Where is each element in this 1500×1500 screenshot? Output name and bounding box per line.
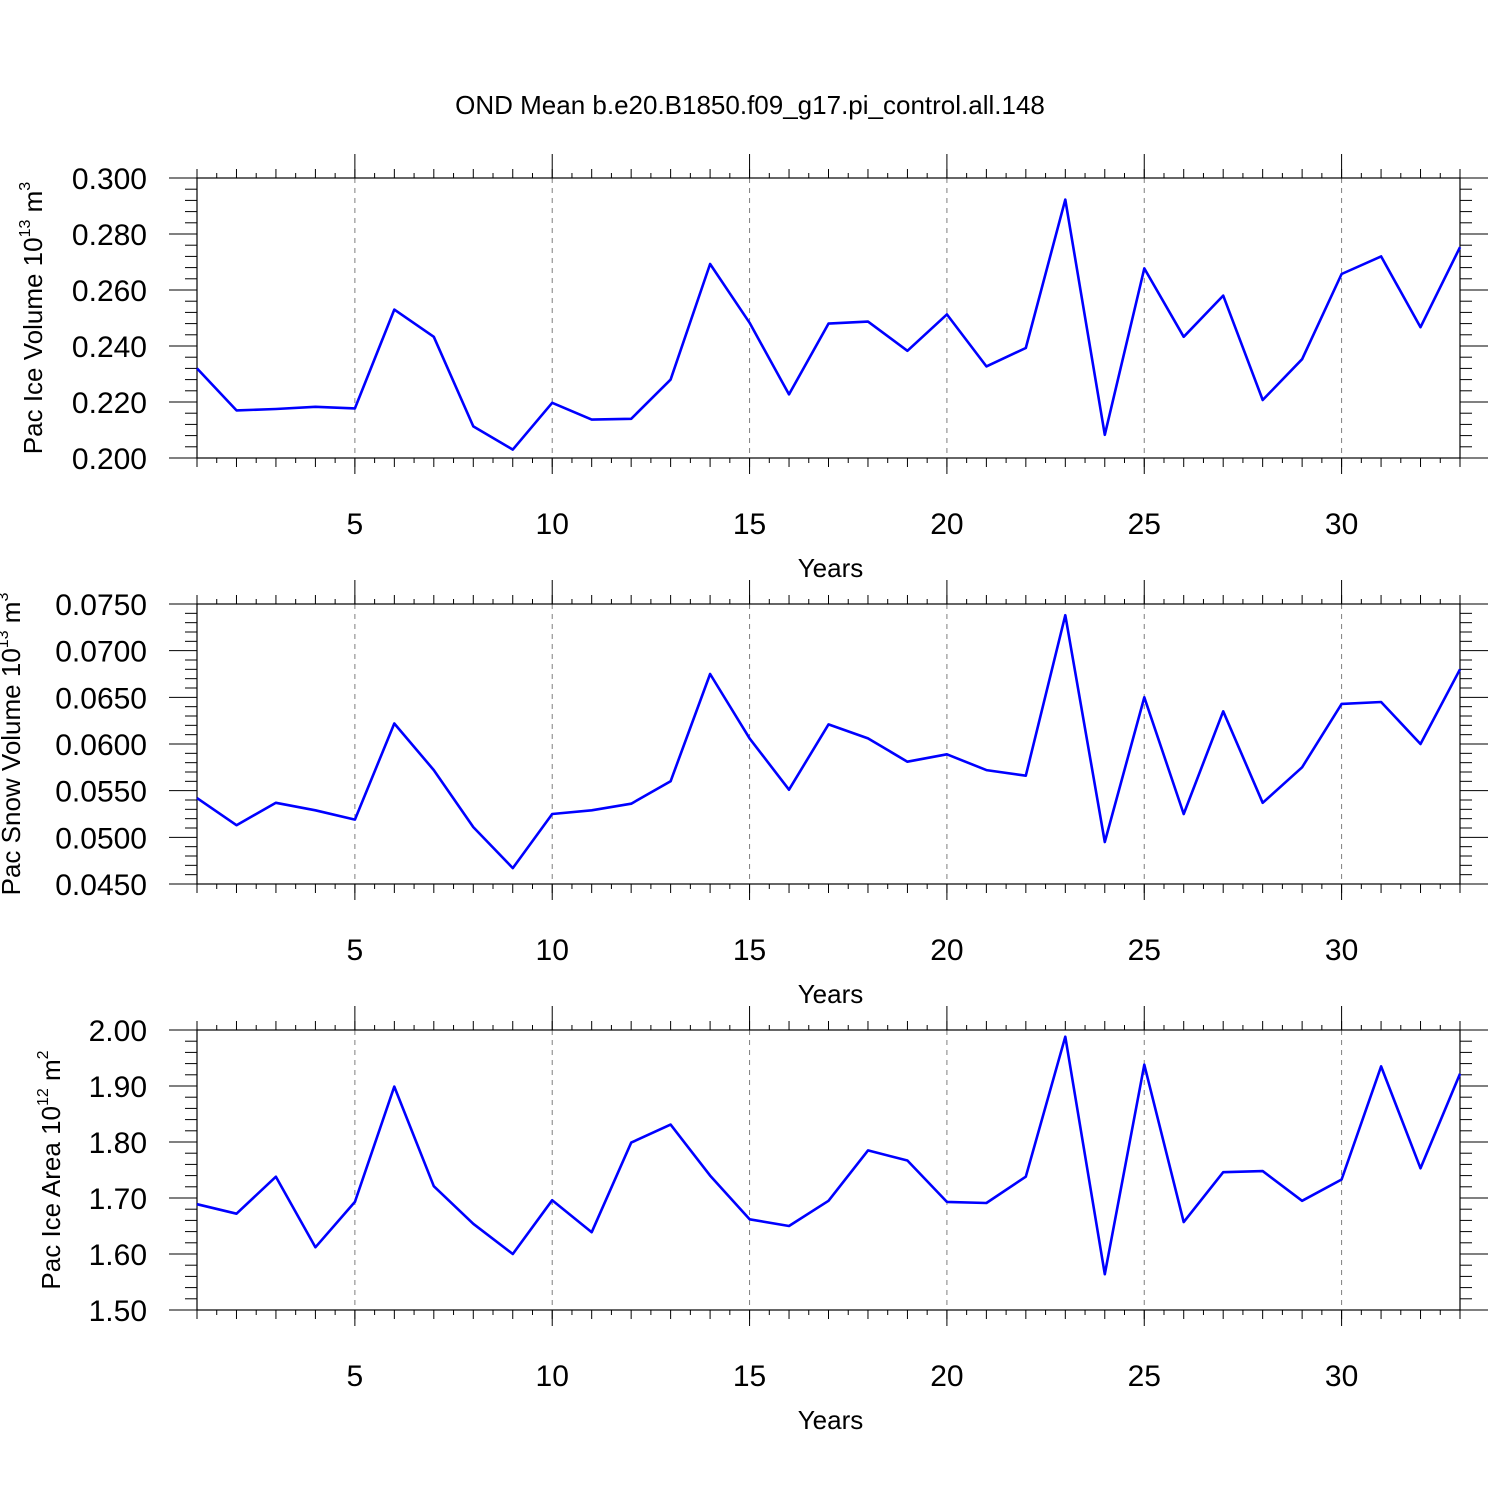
y-tick-label: 1.80 [89, 1127, 147, 1160]
y-tick-label: 0.0600 [55, 729, 147, 762]
y-axis-title-label: Pac Snow Volume 10 [0, 648, 26, 895]
y-axis-title-unit-exponent: 3 [17, 182, 34, 191]
y-axis-title-unit-exponent: 2 [35, 1050, 52, 1059]
ice-area-panel: 5 10 15 20 25 30 1.50 1.60 1.70 1.80 1.90 2.00 Years… [35, 1006, 1488, 1435]
y-axis-title-unit-exponent: 3 [0, 593, 12, 602]
y-tick-label: 0.0700 [55, 636, 147, 669]
y-axis-title-exponent: 12 [35, 1088, 52, 1106]
y-tick-label: 0.200 [72, 443, 147, 476]
x-tick-label: 10 [536, 1360, 569, 1393]
y-tick-label: 1.50 [89, 1295, 147, 1328]
y-tick-label: 1.70 [89, 1183, 147, 1216]
plot-frame [196, 1029, 1461, 1311]
y-tick-label: 2.00 [89, 1015, 147, 1048]
chart-panels: 5 10 15 20 25 300.2000.2200.2400.2600.2800.30… [0, 154, 1488, 1435]
y-tick-label: 1.90 [89, 1071, 147, 1104]
y-tick-label: 0.0650 [55, 682, 147, 715]
x-axis-title: Years [798, 979, 864, 1009]
ice-area-series-line [196, 1035, 1462, 1276]
y-axis-title-label: Pac Ice Volume 10 [18, 237, 48, 454]
x-tick-label: 5 [347, 508, 364, 541]
y-axis-title-unit: m [36, 1059, 66, 1088]
y-axis-title-exponent: 13 [0, 630, 12, 648]
ice-volume-panel: 5 10 15 20 25 30 0.200 0.220 0.240 0.260 0.280 0.30… [17, 154, 1488, 583]
x-tick-label: 25 [1128, 508, 1161, 541]
y-axis-title-label: Pac Ice Area 10 [36, 1106, 66, 1290]
x-tick-label: 10 [536, 934, 569, 967]
y-tick-label: 0.280 [72, 219, 147, 252]
y-axis-title-exponent: 13 [17, 219, 34, 237]
x-tick-label: 30 [1325, 934, 1358, 967]
y-tick-label: 0.260 [72, 275, 147, 308]
y-tick-label: 0.0500 [55, 822, 147, 855]
plot-frame [196, 177, 1461, 459]
x-tick-label: 30 [1325, 508, 1358, 541]
y-axis-title: Pac Ice Area 1012 m2 [35, 1050, 66, 1289]
y-tick-label: 0.0450 [55, 869, 147, 902]
x-tick-label: 20 [930, 508, 963, 541]
ice-volume-series-line [196, 198, 1462, 451]
y-tick-label: 0.240 [72, 331, 147, 364]
x-tick-label: 5 [347, 1360, 364, 1393]
y-axis-title-unit: m [18, 191, 48, 220]
x-tick-label: 20 [930, 1360, 963, 1393]
chart-title: OND Mean b.e20.B1850.f09_g17.pi_control.… [455, 90, 1045, 120]
y-tick-label: 1.60 [89, 1239, 147, 1272]
x-tick-label: 25 [1128, 1360, 1161, 1393]
x-tick-label: 15 [733, 508, 766, 541]
y-tick-label: 0.0750 [55, 589, 147, 622]
y-tick-label: 0.0550 [55, 776, 147, 809]
x-tick-label: 30 [1325, 1360, 1358, 1393]
x-axis-title: Years [798, 553, 864, 583]
snow-volume-series-line [196, 613, 1462, 870]
snow-volume-panel: 5 10 15 20 25 30 0.0450 0.0500 0.0550 0.0600 0.065… [0, 580, 1488, 1009]
x-tick-label: 25 [1128, 934, 1161, 967]
x-tick-label: 5 [347, 934, 364, 967]
y-axis-title: Pac Snow Volume 1013 m3 [0, 593, 26, 896]
y-axis-title-unit: m [0, 602, 26, 631]
y-axis-title: Pac Ice Volume 1013 m3 [17, 182, 48, 455]
x-tick-label: 20 [930, 934, 963, 967]
y-tick-label: 0.300 [72, 163, 147, 196]
x-tick-label: 15 [733, 934, 766, 967]
x-tick-label: 10 [536, 508, 569, 541]
x-tick-label: 15 [733, 1360, 766, 1393]
x-axis-title: Years [798, 1405, 864, 1435]
y-tick-label: 0.220 [72, 387, 147, 420]
